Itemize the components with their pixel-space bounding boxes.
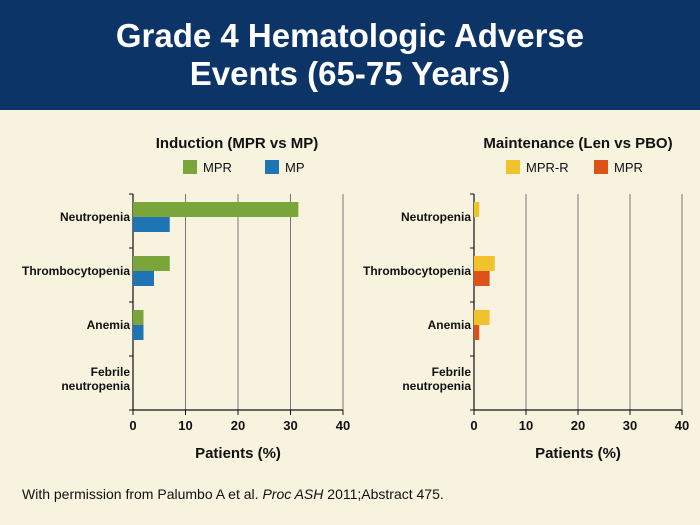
citation: With permission from Palumbo A et al. Pr…: [22, 486, 444, 502]
x-tick-label-30: 30: [623, 418, 637, 433]
citation-prefix: With permission from Palumbo A et al.: [22, 486, 259, 502]
induction-chart: Induction (MPR vs MP) MPR MP 0 10 20 30 40 Patie…: [22, 135, 350, 462]
legend-label-mp: MP: [285, 160, 305, 175]
category-label-febrile-neutropenia: Febrile neutropenia: [402, 365, 471, 393]
legend-swatch-mpr: [594, 160, 608, 174]
induction-x-axis-label: Patients (%): [195, 445, 281, 462]
title-bar: Grade 4 Hematologic Adverse Events (65-7…: [0, 0, 700, 110]
bar-mpr-thrombocytopenia: [474, 271, 490, 286]
bar-mp-anemia: [133, 325, 144, 340]
x-tick-label-40: 40: [675, 418, 689, 433]
induction-chart-title: Induction (MPR vs MP): [156, 135, 319, 152]
bar-mpr-anemia: [133, 310, 144, 325]
bar-mpr-anemia: [474, 325, 480, 340]
slide-title: Grade 4 Hematologic Adverse Events (65-7…: [115, 17, 585, 92]
x-tick-label-30: 30: [283, 418, 297, 433]
legend-label-mpr: MPR: [203, 160, 232, 175]
category-label-thrombocytopenia: Thrombocytopenia: [22, 264, 130, 278]
category-label-thrombocytopenia: Thrombocytopenia: [363, 264, 471, 278]
category-label-neutropenia: Neutropenia: [401, 210, 471, 224]
bar-mp-thrombocytopenia: [133, 271, 154, 286]
bar-mp-neutropenia: [133, 217, 170, 232]
bar-mpr-r-anemia: [474, 310, 490, 325]
x-tick-label-0: 0: [470, 418, 477, 433]
legend-swatch-mpr-r: [506, 160, 520, 174]
category-label-anemia: Anemia: [87, 318, 131, 332]
bar-mpr-neutropenia: [133, 202, 299, 217]
bar-mpr-r-thrombocytopenia: [474, 256, 495, 271]
induction-panel: Induction (MPR vs MP) MPR MP 0 10 20 30 40 Patie…: [0, 122, 350, 472]
legend-label-mpr-r: MPR-R: [526, 160, 569, 175]
bar-mpr-thrombocytopenia: [133, 256, 170, 271]
legend-label-mpr: MPR: [614, 160, 643, 175]
category-label-neutropenia: Neutropenia: [60, 210, 130, 224]
maintenance-x-axis-label: Patients (%): [535, 445, 621, 462]
category-label-febrile-neutropenia: Febrile neutropenia: [61, 365, 130, 393]
citation-suffix: 2011;Abstract 475.: [327, 486, 444, 502]
legend-swatch-mpr: [183, 160, 197, 174]
bar-mpr-r-neutropenia: [474, 202, 480, 217]
x-tick-label-10: 10: [519, 418, 533, 433]
x-tick-label-20: 20: [571, 418, 585, 433]
maintenance-chart: Maintenance (Len vs PBO) MPR-R MPR 0 10 20 30 4…: [363, 135, 689, 462]
legend-swatch-mp: [265, 160, 279, 174]
category-label-anemia: Anemia: [428, 318, 472, 332]
maintenance-panel: Maintenance (Len vs PBO) MPR-R MPR 0 10 20 30 4…: [350, 122, 700, 472]
maintenance-chart-title: Maintenance (Len vs PBO): [483, 135, 672, 152]
citation-journal: Proc ASH: [262, 486, 324, 502]
x-tick-label-10: 10: [178, 418, 192, 433]
x-tick-label-20: 20: [231, 418, 245, 433]
x-tick-label-40: 40: [336, 418, 350, 433]
x-tick-label-0: 0: [129, 418, 136, 433]
